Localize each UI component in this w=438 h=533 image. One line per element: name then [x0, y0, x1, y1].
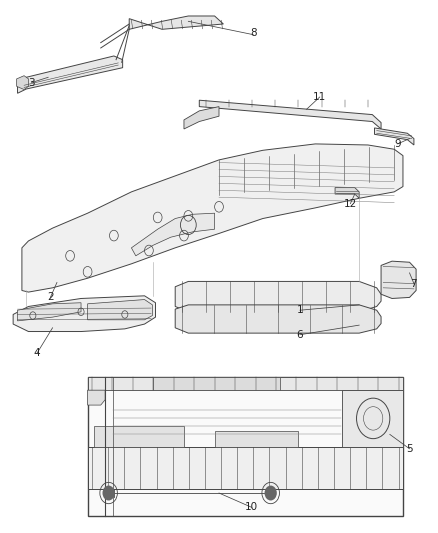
Polygon shape [88, 300, 152, 320]
Text: 9: 9 [394, 139, 401, 149]
Circle shape [265, 486, 277, 500]
Polygon shape [94, 426, 184, 447]
Polygon shape [18, 303, 81, 321]
Text: 5: 5 [406, 444, 413, 454]
Polygon shape [18, 56, 123, 93]
Text: 11: 11 [313, 92, 326, 102]
Polygon shape [184, 107, 219, 129]
Text: 1: 1 [297, 305, 304, 315]
Text: 8: 8 [250, 28, 257, 38]
Polygon shape [215, 431, 298, 447]
Polygon shape [88, 377, 403, 516]
Polygon shape [342, 390, 403, 447]
Text: 2: 2 [47, 293, 54, 302]
Polygon shape [175, 281, 381, 312]
Polygon shape [13, 296, 155, 332]
Polygon shape [153, 377, 280, 390]
Polygon shape [17, 76, 28, 90]
Text: 4: 4 [34, 348, 41, 358]
Polygon shape [22, 144, 403, 292]
Polygon shape [131, 213, 215, 256]
Text: 6: 6 [297, 330, 304, 340]
Circle shape [102, 486, 115, 500]
Polygon shape [199, 100, 381, 129]
Polygon shape [88, 377, 403, 390]
Text: 7: 7 [410, 279, 417, 288]
Polygon shape [175, 305, 381, 333]
Text: 3: 3 [28, 78, 35, 87]
Text: 12: 12 [344, 199, 357, 208]
Text: 10: 10 [245, 503, 258, 512]
Polygon shape [129, 16, 223, 29]
Polygon shape [374, 128, 414, 145]
Polygon shape [88, 390, 105, 405]
Polygon shape [88, 447, 403, 489]
Polygon shape [381, 261, 416, 298]
Polygon shape [335, 188, 359, 198]
